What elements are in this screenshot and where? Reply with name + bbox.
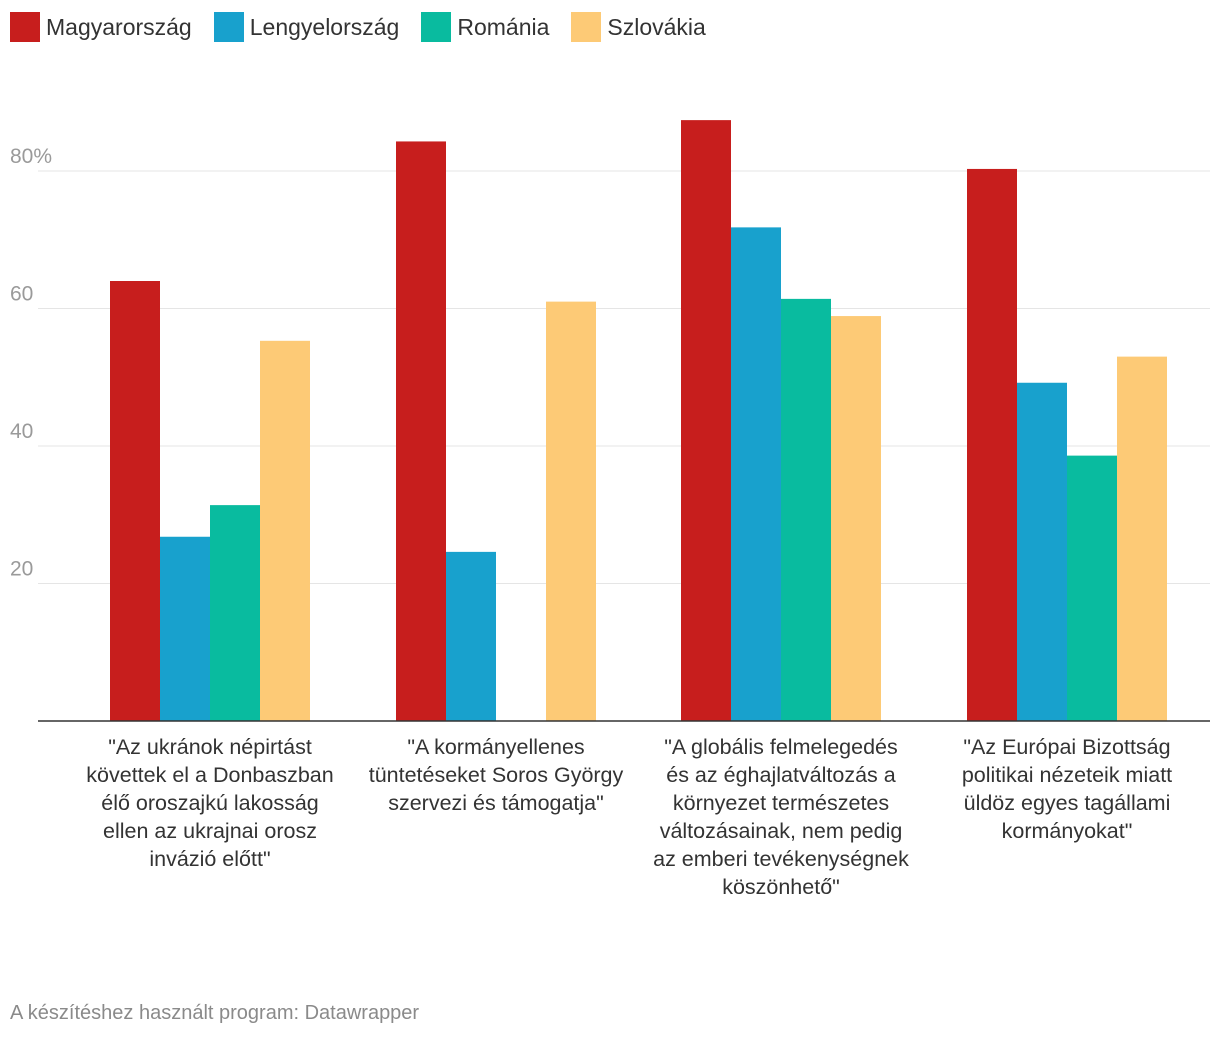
bar-chart: 20 40 60 80% (10, 120, 1210, 722)
bar (446, 551, 496, 721)
bar (210, 505, 260, 721)
bar (160, 536, 210, 721)
bar (110, 281, 160, 721)
bar (396, 141, 446, 721)
x-category-label: "Az Európai Bizottság politikai nézeteik… (961, 735, 1173, 843)
bar (831, 316, 881, 721)
legend-label: Magyarország (46, 13, 192, 40)
legend-swatch (571, 12, 602, 42)
legend-swatch (421, 12, 452, 42)
legend: Magyarország Lengyelország Románia Szlováki… (10, 10, 728, 44)
legend-swatch (213, 12, 244, 42)
bar (1117, 356, 1167, 721)
legend-item: Szlovákia (571, 12, 706, 42)
bar (1067, 455, 1117, 721)
y-tick-label: 60 (10, 283, 33, 306)
x-category-label: "A globális felmelegedés és az éghajlatv… (653, 735, 909, 899)
y-tick-label: 20 (10, 558, 33, 581)
legend-swatch (10, 12, 40, 42)
legend-item: Románia (421, 12, 549, 42)
bar (1017, 382, 1067, 721)
bar (681, 120, 731, 721)
y-tick-label: 40 (10, 420, 33, 443)
legend-item: Magyarország (10, 12, 192, 42)
x-category-label: "Az ukránok népirtást követtek el a Donb… (86, 735, 334, 871)
bar (967, 168, 1017, 721)
x-category-label: "A kormányellenes tüntetéseket Soros Gyö… (368, 735, 624, 815)
legend-label: Szlovákia (607, 13, 706, 40)
bar (546, 301, 596, 721)
legend-item: Lengyelország (213, 12, 400, 42)
y-tick-label: 80% (10, 145, 52, 168)
bar (260, 340, 310, 721)
source-footer: A készítéshez használt program: Datawrap… (10, 1002, 420, 1024)
legend-label: Románia (457, 13, 550, 40)
bar (731, 227, 781, 721)
legend-label: Lengyelország (249, 13, 400, 40)
bar (781, 298, 831, 721)
